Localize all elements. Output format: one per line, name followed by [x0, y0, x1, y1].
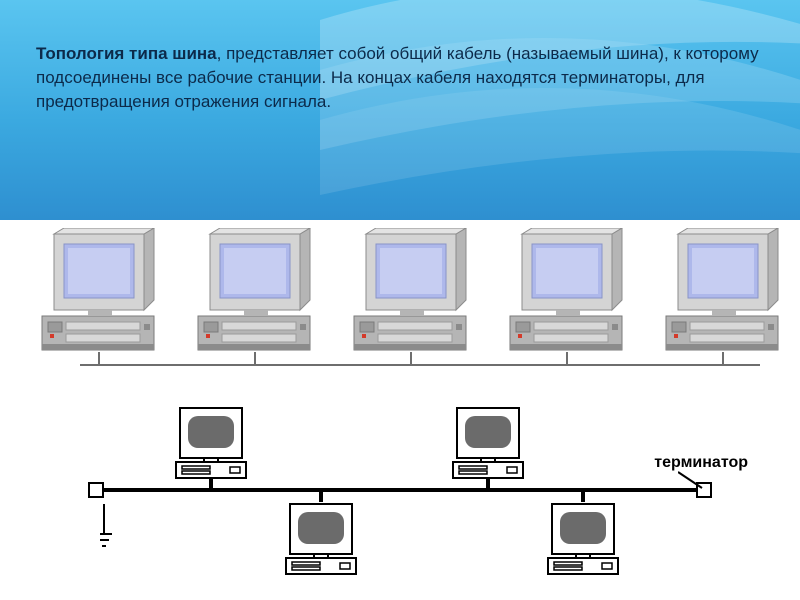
bus-cable — [80, 364, 760, 366]
drop-cable — [410, 352, 412, 364]
schematic-pc-2 — [445, 404, 531, 487]
workstation-5 — [660, 228, 790, 361]
bus-line — [96, 488, 700, 492]
stub-cable — [581, 490, 585, 502]
workstation-2 — [192, 228, 322, 361]
workstation-3 — [348, 228, 478, 361]
stub-cable — [209, 478, 213, 490]
header-panel: Топология типа шина, представляет собой … — [0, 0, 800, 220]
workstation-4 — [504, 228, 634, 361]
diagram-bus-schematic: терминатор — [0, 396, 800, 586]
drop-cable — [566, 352, 568, 364]
schematic-pc-1 — [168, 404, 254, 487]
schematic-pc-3 — [278, 500, 364, 583]
label-arrow — [678, 470, 706, 492]
drop-cable — [254, 352, 256, 364]
header-text: Топология типа шина, представляет собой … — [36, 42, 764, 114]
workstation-1 — [36, 228, 166, 361]
drop-cable — [722, 352, 724, 364]
terminator-left — [88, 482, 104, 498]
diagram-bus-3d — [0, 228, 800, 388]
schematic-pc-4 — [540, 500, 626, 583]
stub-cable — [486, 478, 490, 490]
title-bold: Топология типа шина — [36, 44, 217, 63]
stub-cable — [319, 490, 323, 502]
ground-icon — [100, 504, 120, 552]
drop-cable — [98, 352, 100, 364]
